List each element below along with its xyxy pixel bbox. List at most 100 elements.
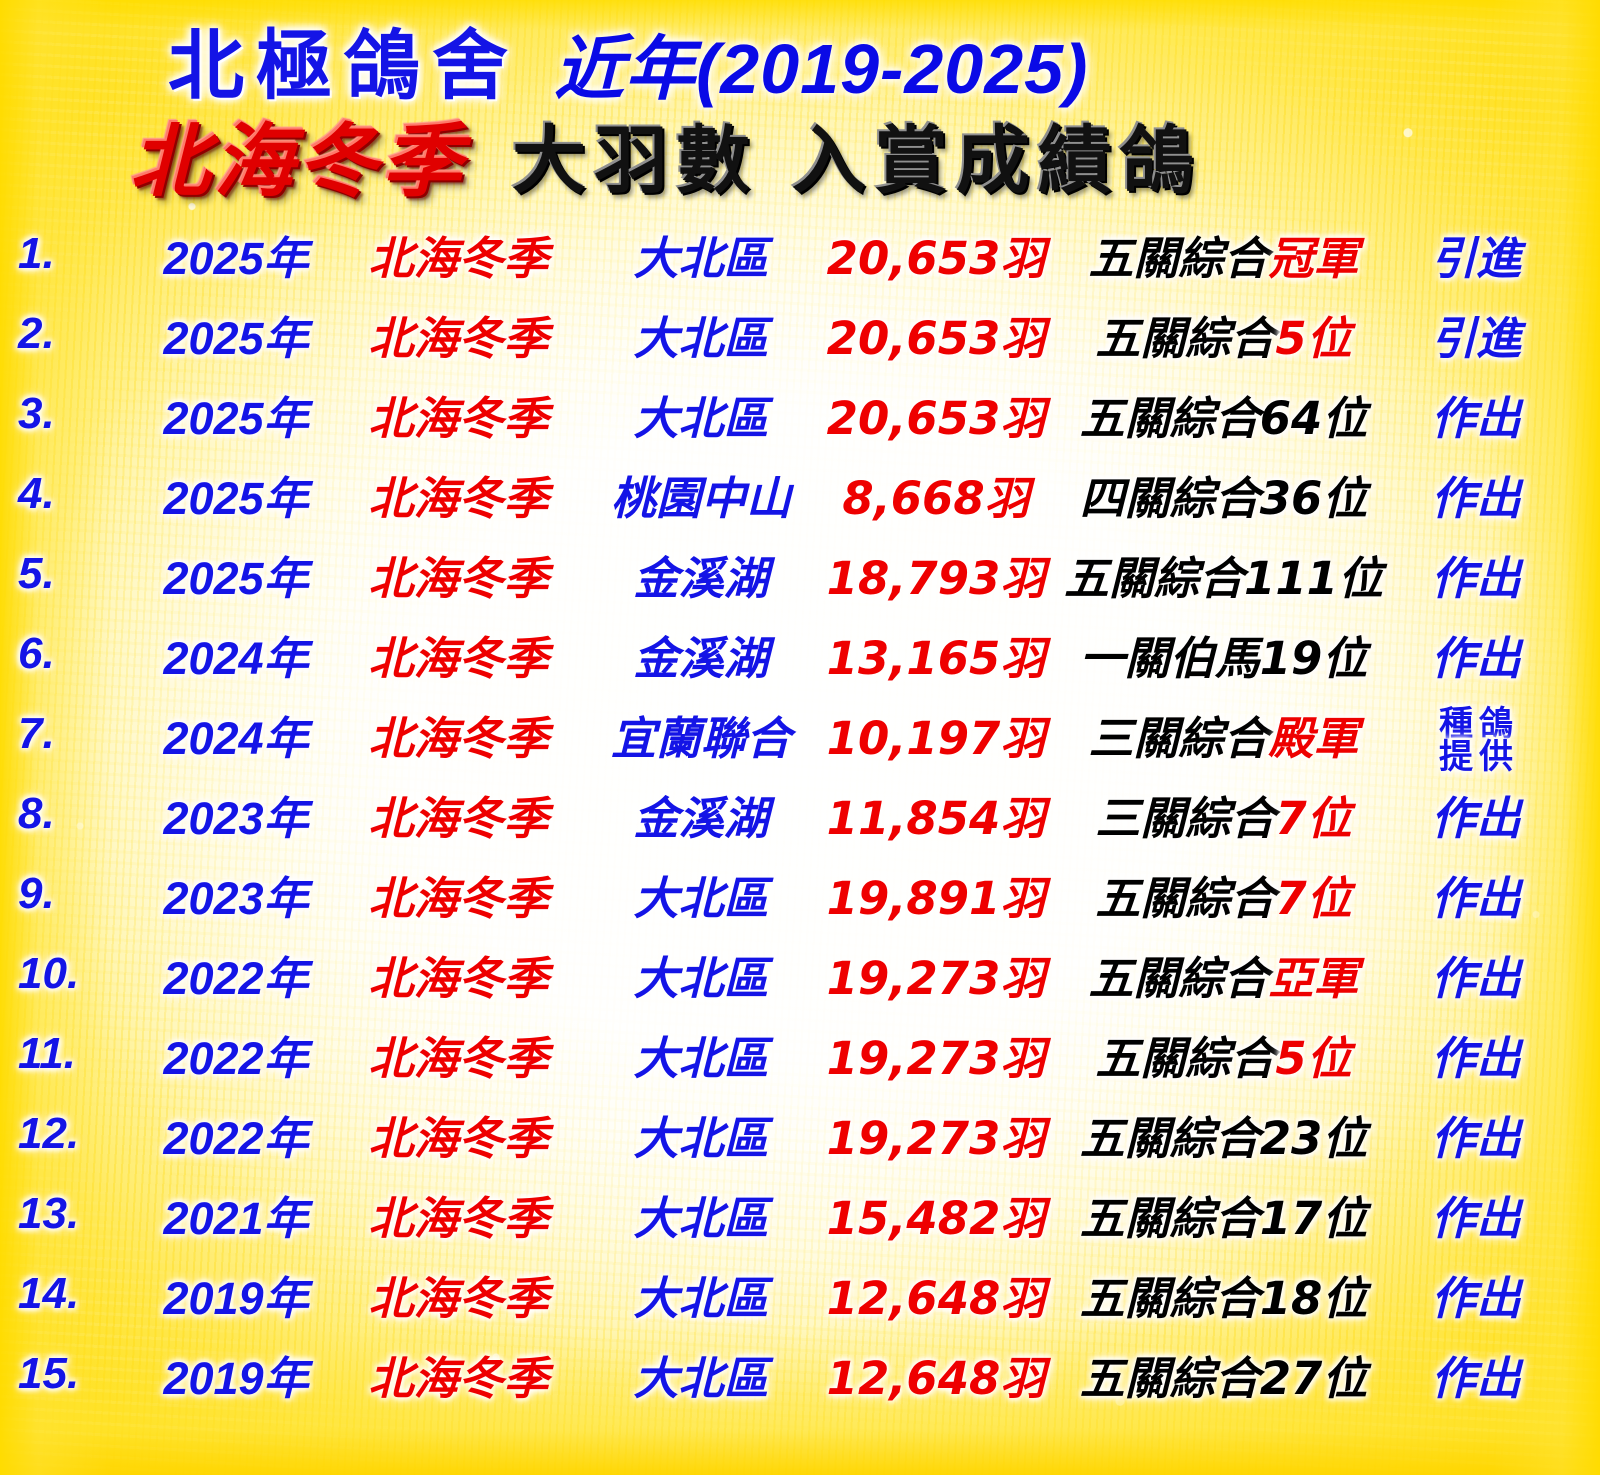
rank-prefix: 五關綜合 — [1088, 951, 1269, 1005]
row-birds: 19,891羽 — [826, 871, 1046, 925]
row-club: 金溪湖 — [633, 551, 769, 605]
row-club: 大北區 — [633, 1031, 769, 1085]
row-birds: 11,854羽 — [826, 791, 1046, 845]
row-birds: 20,653羽 — [826, 311, 1046, 365]
table-row: 1. 2025年 北海冬季 大北區 20,653羽 五關綜合冠軍 引進 — [18, 214, 1556, 294]
row-note: 作出 — [1430, 1112, 1521, 1164]
rank-prefix: 五關綜合 — [1088, 231, 1269, 285]
row-year: 2025年 — [163, 472, 309, 524]
table-row: 5. 2025年 北海冬季 金溪湖 18,793羽 五關綜合111位 作出 — [18, 534, 1556, 614]
row-rank: 一關伯馬19位 — [1051, 614, 1396, 694]
row-year: 2024年 — [163, 712, 309, 764]
row-season: 北海冬季 — [368, 791, 549, 845]
row-birds: 18,793羽 — [826, 551, 1046, 605]
row-year: 2019年 — [163, 1352, 309, 1404]
table-row: 3. 2025年 北海冬季 大北區 20,653羽 五關綜合64位 作出 — [18, 374, 1556, 454]
row-season: 北海冬季 — [368, 471, 549, 525]
rank-prefix: 五關綜合27位 — [1079, 1351, 1368, 1405]
row-season: 北海冬季 — [368, 1351, 549, 1405]
rank-prefix: 五關綜合23位 — [1079, 1111, 1368, 1165]
note-vertical-char: 提 — [1439, 737, 1473, 777]
row-season: 北海冬季 — [368, 631, 549, 685]
row-birds: 8,668羽 — [842, 471, 1030, 525]
row-year: 2025年 — [163, 312, 309, 364]
row-note: 作出 — [1430, 1032, 1521, 1084]
rank-prefix: 四關綜合36位 — [1079, 471, 1368, 525]
row-year: 2022年 — [163, 1032, 309, 1084]
table-row: 14. 2019年 北海冬季 大北區 12,648羽 五關綜合18位 作出 — [18, 1254, 1556, 1334]
row-rank: 五關綜合亞軍 — [1051, 934, 1396, 1014]
row-note: 作出 — [1430, 1192, 1521, 1244]
note-vertical-char: 種 — [1439, 704, 1473, 745]
rank-prefix: 一關伯馬19位 — [1079, 631, 1368, 685]
row-note: 作出 — [1430, 632, 1521, 684]
row-club: 大北區 — [633, 231, 769, 285]
rank-prefix: 五關綜合17位 — [1079, 1191, 1368, 1245]
row-year: 2019年 — [163, 1272, 309, 1324]
row-season: 北海冬季 — [368, 711, 549, 765]
row-birds: 15,482羽 — [826, 1191, 1046, 1245]
note-vertical-char: 鴿 — [1479, 704, 1513, 745]
rank-prefix: 五關綜合18位 — [1079, 1271, 1368, 1325]
row-season: 北海冬季 — [368, 1031, 549, 1085]
row-birds: 20,653羽 — [826, 391, 1046, 445]
row-birds: 19,273羽 — [826, 1111, 1046, 1165]
row-note: 作出 — [1430, 1352, 1521, 1404]
row-season: 北海冬季 — [368, 551, 549, 605]
rank-suffix: 位 — [1306, 311, 1352, 365]
row-note: 引進 — [1430, 312, 1521, 364]
rank-prefix: 三關綜合 — [1095, 791, 1276, 845]
row-rank: 五關綜合冠軍 — [1051, 214, 1396, 294]
table-row: 15. 2019年 北海冬季 大北區 12,648羽 五關綜合27位 作出 — [18, 1334, 1556, 1414]
row-club: 大北區 — [633, 1351, 769, 1405]
row-index: 3. — [18, 389, 55, 438]
row-birds: 12,648羽 — [826, 1271, 1046, 1325]
row-year: 2023年 — [163, 872, 309, 924]
row-year: 2025年 — [163, 232, 309, 284]
table-row: 8. 2023年 北海冬季 金溪湖 11,854羽 三關綜合7位 作出 — [18, 774, 1556, 854]
row-club: 大北區 — [633, 1271, 769, 1325]
rank-prefix: 五關綜合111位 — [1064, 551, 1383, 605]
row-year: 2023年 — [163, 792, 309, 844]
row-birds: 13,165羽 — [826, 631, 1046, 685]
header-secondary: 北海冬季 大羽數 入賞成績鴿 — [0, 104, 1600, 212]
row-year: 2024年 — [163, 632, 309, 684]
row-birds: 19,273羽 — [826, 1031, 1046, 1085]
rank-prefix: 五關綜合 — [1095, 1031, 1276, 1085]
row-birds: 10,197羽 — [826, 711, 1046, 765]
row-season: 北海冬季 — [368, 231, 549, 285]
row-note: 作出 — [1430, 392, 1521, 444]
note-vertical-block: 鴿種供提 — [1439, 704, 1513, 777]
row-note: 作出 — [1430, 472, 1521, 524]
row-index: 9. — [18, 869, 55, 918]
results-table: 1. 2025年 北海冬季 大北區 20,653羽 五關綜合冠軍 引進 2. 2025年 北海冬季… — [18, 214, 1556, 1414]
row-note: 作出 — [1430, 952, 1521, 1004]
table-row: 9. 2023年 北海冬季 大北區 19,891羽 五關綜合7位 作出 — [18, 854, 1556, 934]
row-season: 北海冬季 — [368, 1111, 549, 1165]
row-note: 鴿種供提 — [1396, 694, 1556, 774]
row-index: 7. — [18, 709, 55, 758]
row-club: 大北區 — [633, 1111, 769, 1165]
rank-highlight: 殿軍 — [1268, 711, 1359, 765]
table-row: 7. 2024年 北海冬季 宜蘭聯合 10,197羽 三關綜合殿軍鴿種供提 — [18, 694, 1556, 774]
table-row: 11. 2022年 北海冬季 大北區 19,273羽 五關綜合5位 作出 — [18, 1014, 1556, 1094]
row-season: 北海冬季 — [368, 1191, 549, 1245]
row-index: 6. — [18, 629, 55, 678]
row-year: 2021年 — [163, 1192, 309, 1244]
row-club: 宜蘭聯合 — [610, 711, 791, 765]
table-row: 10. 2022年 北海冬季 大北區 19,273羽 五關綜合亞軍 作出 — [18, 934, 1556, 1014]
table-row: 2. 2025年 北海冬季 大北區 20,653羽 五關綜合5位 引進 — [18, 294, 1556, 374]
rank-prefix: 五關綜合 — [1095, 311, 1276, 365]
row-rank: 五關綜合64位 — [1051, 374, 1396, 454]
row-birds: 12,648羽 — [826, 1351, 1046, 1405]
row-year: 2022年 — [163, 1112, 309, 1164]
row-year: 2022年 — [163, 952, 309, 1004]
row-index: 12. — [18, 1109, 80, 1158]
rank-highlight: 5 — [1275, 1031, 1307, 1085]
row-rank: 五關綜合111位 — [1051, 534, 1396, 614]
row-club: 大北區 — [633, 871, 769, 925]
rank-suffix: 位 — [1306, 791, 1352, 845]
season-title: 北海冬季 — [130, 114, 466, 208]
header-primary: 北極鴿舍 近年(2019-2025) — [0, 0, 1600, 105]
row-note: 引進 — [1430, 232, 1521, 284]
